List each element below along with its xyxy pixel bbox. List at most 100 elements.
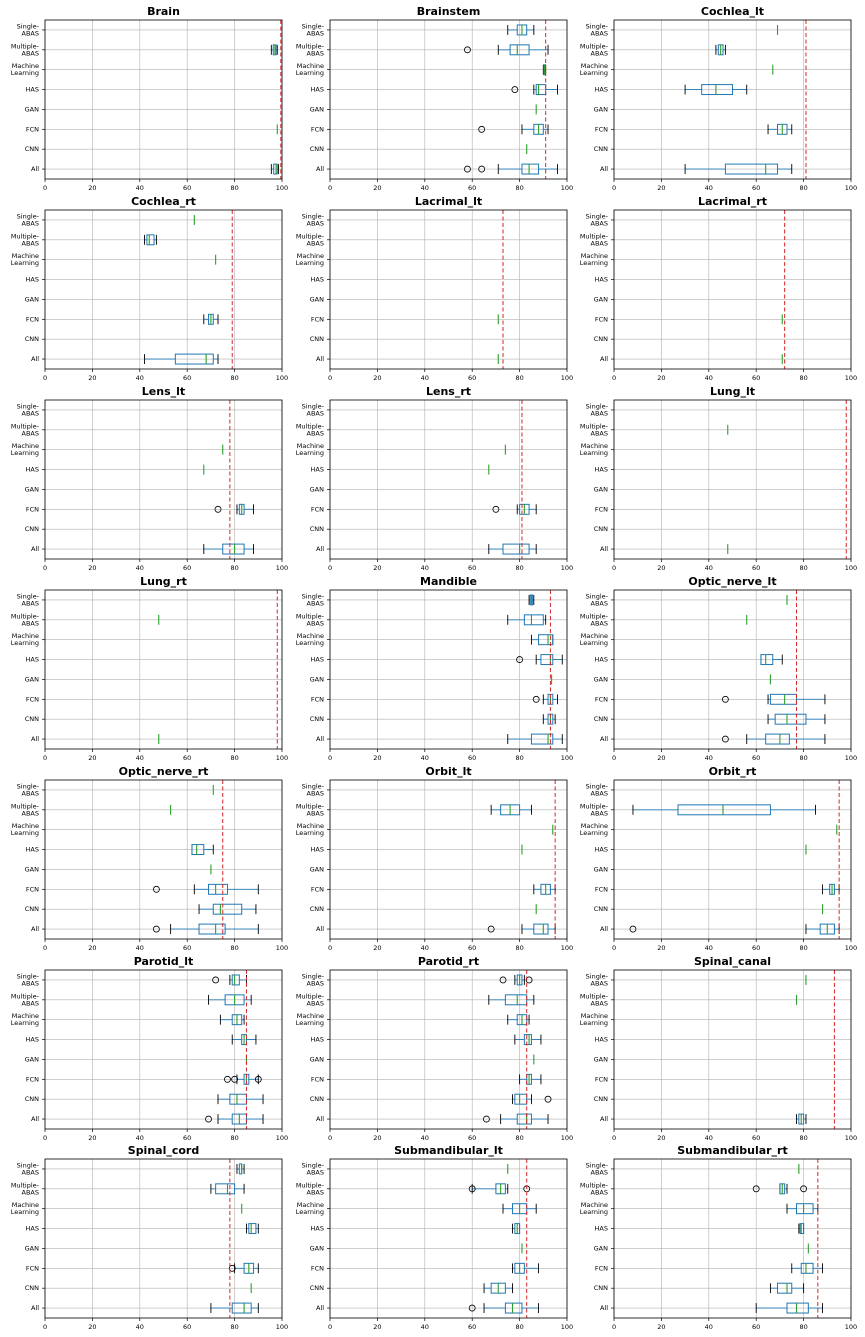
y-tick-label: FCN [595, 315, 608, 323]
y-tick-label-line: ABAS [591, 219, 608, 227]
x-tick-label: 80 [799, 374, 807, 382]
x-tick-label: 60 [183, 1134, 191, 1142]
y-tick-label-line: Multiple- [580, 1181, 609, 1189]
panel-title: Spinal_cord [128, 1144, 199, 1157]
panel-title: Submandibular_lt [394, 1144, 503, 1157]
x-tick-label: 100 [276, 1323, 288, 1331]
box-iqr [273, 163, 278, 175]
box-iqr [800, 1262, 814, 1274]
y-tick-label-line: ABAS [22, 789, 39, 797]
y-tick-label: Machine Learning [11, 252, 39, 267]
x-tick-label: 40 [136, 1323, 144, 1331]
y-tick-label-line: Multiple- [296, 992, 325, 1000]
y-tick-label-line: Learning [11, 259, 39, 267]
y-tick-label: GAN [594, 105, 608, 113]
y-tick-label: FCN [311, 505, 324, 513]
y-tick-label: HAS [311, 276, 324, 284]
y-tick-label: HAS [595, 656, 608, 664]
y-tick-label: All [316, 165, 324, 173]
y-tick-label: Machine Learning [296, 1012, 324, 1027]
y-tick-label: GAN [594, 1244, 608, 1252]
y-tick-label: Machine Learning [11, 1201, 39, 1216]
x-tick-label: 60 [752, 184, 760, 192]
x-tick-label: 0 [328, 374, 332, 382]
y-tick-label-line: Machine [581, 442, 608, 450]
panel-submandibular-lt: 0 20 40 60 80 100 Single-ABAS Multiple-ABAS Mach… [285, 1141, 573, 1335]
panel-optic-nerve-rt: 0 20 40 60 80 100 Single-ABAS Multiple-ABAS Mach… [0, 762, 288, 956]
box-multiple-abas [715, 44, 726, 56]
x-tick-label: 80 [515, 564, 523, 572]
y-tick-label-line: Machine [297, 252, 324, 260]
x-tick-label: 20 [88, 374, 96, 382]
x-tick-label: 60 [468, 564, 476, 572]
box-has [511, 84, 558, 96]
panel-title: Submandibular_rt [677, 1144, 788, 1157]
y-tick-label-line: Multiple- [296, 42, 325, 50]
y-tick-label: Single-ABAS [302, 212, 325, 227]
y-tick-label: Multiple-ABAS [580, 232, 609, 247]
y-tick-label: Multiple-ABAS [296, 422, 325, 437]
y-tick-label: Single-ABAS [17, 402, 40, 417]
y-tick-label: FCN [311, 695, 324, 703]
flier-point [544, 1095, 552, 1103]
x-tick-label: 20 [657, 944, 665, 952]
y-tick-label: FCN [595, 1075, 608, 1083]
x-tick-label: 0 [43, 944, 47, 952]
flier-point [721, 695, 729, 703]
panel-svg: 0 20 40 60 80 100Single-ABASMultiple-ABASMach… [580, 955, 857, 1142]
panel-title: Lung_rt [140, 575, 187, 588]
box-iqr [533, 923, 549, 935]
y-tick-label: Multiple-ABAS [296, 42, 325, 57]
panel-brain: 0 20 40 60 80 100 Single-ABAS Multiple-ABAS Mach… [0, 2, 288, 196]
x-tick-label: 20 [373, 374, 381, 382]
box-iqr [222, 543, 245, 555]
flier-point [483, 1115, 490, 1123]
x-tick-label: 40 [136, 374, 144, 382]
y-tick-label: CNN [594, 145, 608, 153]
flier-point [511, 86, 519, 93]
x-tick-label: 20 [373, 944, 381, 952]
x-tick-label: 80 [230, 754, 238, 762]
panel-svg: 0 20 40 60 80 100Single-ABASMultiple-ABASMach… [296, 575, 573, 762]
y-tick-label: CNN [594, 715, 608, 723]
x-tick-label: 40 [421, 564, 429, 572]
y-tick-label-line: Single- [302, 972, 325, 980]
y-tick-label-line: Learning [580, 639, 608, 647]
box-all [507, 733, 563, 745]
y-tick-label-line: ABAS [591, 809, 608, 817]
y-tick-label-line: Single- [302, 1161, 325, 1169]
panel-svg: 0 20 40 60 80 100Single-ABASMultiple-ABASMach… [580, 1144, 857, 1331]
y-tick-label: Single-ABAS [586, 782, 609, 797]
box-iqr [540, 654, 554, 666]
axes-frame [329, 1158, 568, 1319]
flier-point [464, 46, 471, 54]
x-tick-label: 0 [328, 564, 332, 572]
y-tick-label-line: Machine [12, 822, 39, 830]
y-tick-label: FCN [26, 505, 39, 513]
x-tick-label: 20 [373, 184, 381, 192]
x-tick-label: 100 [845, 754, 857, 762]
y-tick-label: CNN [594, 335, 608, 343]
box-fcn [512, 1262, 540, 1274]
box-iqr [777, 1282, 793, 1294]
y-tick-label: CNN [310, 1095, 324, 1103]
y-tick-label: Multiple-ABAS [580, 422, 609, 437]
x-tick-label: 40 [705, 374, 713, 382]
y-tick-label: CNN [310, 715, 324, 723]
x-tick-label: 20 [88, 1134, 96, 1142]
flier-point [212, 976, 220, 984]
axes-frame [329, 19, 568, 180]
y-tick-label-line: ABAS [22, 999, 39, 1007]
x-tick-label: 60 [468, 944, 476, 952]
y-tick-label: All [31, 925, 39, 933]
x-tick-label: 100 [845, 1323, 857, 1331]
y-tick-label: Machine Learning [11, 62, 39, 77]
y-tick-label-line: Machine [12, 442, 39, 450]
y-tick-label: All [600, 545, 608, 553]
flier-point [224, 1075, 231, 1083]
y-tick-label-line: ABAS [591, 599, 608, 607]
y-tick-label: HAS [26, 1036, 39, 1044]
plot-area: 0 20 40 60 80 100Single-ABASMultiple-ABASMach… [296, 765, 573, 952]
panel-title: Orbit_lt [425, 765, 471, 778]
